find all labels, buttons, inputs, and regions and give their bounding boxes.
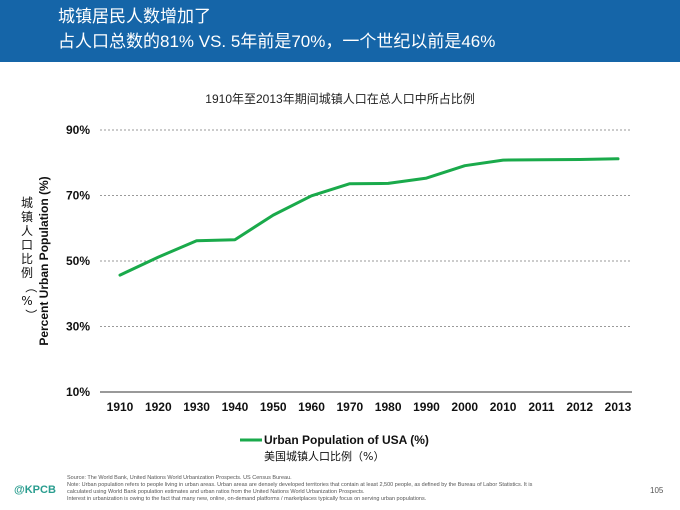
x-tick-label: 2000 — [451, 400, 478, 414]
footer-note-line: Source: The World Bank, United Nations W… — [67, 475, 292, 481]
page-number: 105 — [650, 486, 664, 495]
y-axis-label-cn-char: （ — [24, 281, 38, 293]
footer-note-line: Note: Urban population refers to people … — [67, 482, 533, 488]
x-tick-label: 2012 — [566, 400, 593, 414]
header-subtitle: 占人口总数的81% VS. 5年前是70%，一个世纪以前是46% — [58, 32, 496, 51]
x-tick-label: 1960 — [298, 400, 325, 414]
y-axis-label: Percent Urban Population (%) — [37, 176, 51, 345]
y-tick-label: 70% — [66, 189, 90, 203]
legend-label: Urban Population of USA (%) — [264, 433, 429, 447]
x-tick-label: 1950 — [260, 400, 287, 414]
y-axis-label-cn-char: 比 — [21, 252, 33, 266]
x-tick-label: 2011 — [528, 400, 554, 414]
header-title: 城镇居民人数增加了 — [58, 7, 211, 26]
x-tick-label: 1990 — [413, 400, 440, 414]
x-tick-label: 2013 — [605, 400, 632, 414]
series-line-urban-population — [118, 157, 620, 277]
y-axis-label-cn-char: 人 — [21, 224, 33, 238]
y-axis-label-cn-char: 城 — [21, 196, 33, 210]
x-tick-label: 1940 — [222, 400, 249, 414]
x-tick-label: 1970 — [336, 400, 363, 414]
y-axis-label-cn-char: % — [21, 294, 32, 308]
x-tick-label: 2010 — [490, 400, 517, 414]
footer-notes: Source: The World Bank, United Nations W… — [67, 475, 637, 503]
y-axis-label-cn-char: 例 — [21, 266, 33, 280]
x-tick-label: 1980 — [375, 400, 402, 414]
y-axis-label-cn-char: 镇 — [21, 210, 33, 224]
x-tick-label: 1920 — [145, 400, 172, 414]
footer-note-line: calculated using World Bank population e… — [67, 489, 365, 495]
y-tick-label: 50% — [66, 254, 90, 268]
y-axis-label-cn-char: 口 — [21, 238, 33, 252]
legend-label-cn: 美国城镇人口比例（%） — [264, 449, 384, 463]
chart-title: 1910年至2013年期间城镇人口在总人口中所占比例 — [205, 92, 475, 106]
y-tick-label: 10% — [66, 385, 90, 399]
header-banner: 城镇居民人数增加了 占人口总数的81% VS. 5年前是70%，一个世纪以前是4… — [0, 0, 680, 62]
y-tick-label: 90% — [66, 123, 90, 137]
line-chart: 10% 30% 50% 70% 90% 1910 1920 1930 1940 1950 1960 1… — [21, 123, 632, 463]
y-tick-label: 30% — [66, 320, 90, 334]
y-axis-label-cn-char: ） — [24, 309, 38, 321]
footer-note-line: Interest in urbanization is owing to the… — [67, 496, 427, 502]
x-tick-label: 1910 — [107, 400, 134, 414]
x-tick-label: 1930 — [183, 400, 210, 414]
kpcb-logo: @KPCB — [14, 484, 56, 496]
